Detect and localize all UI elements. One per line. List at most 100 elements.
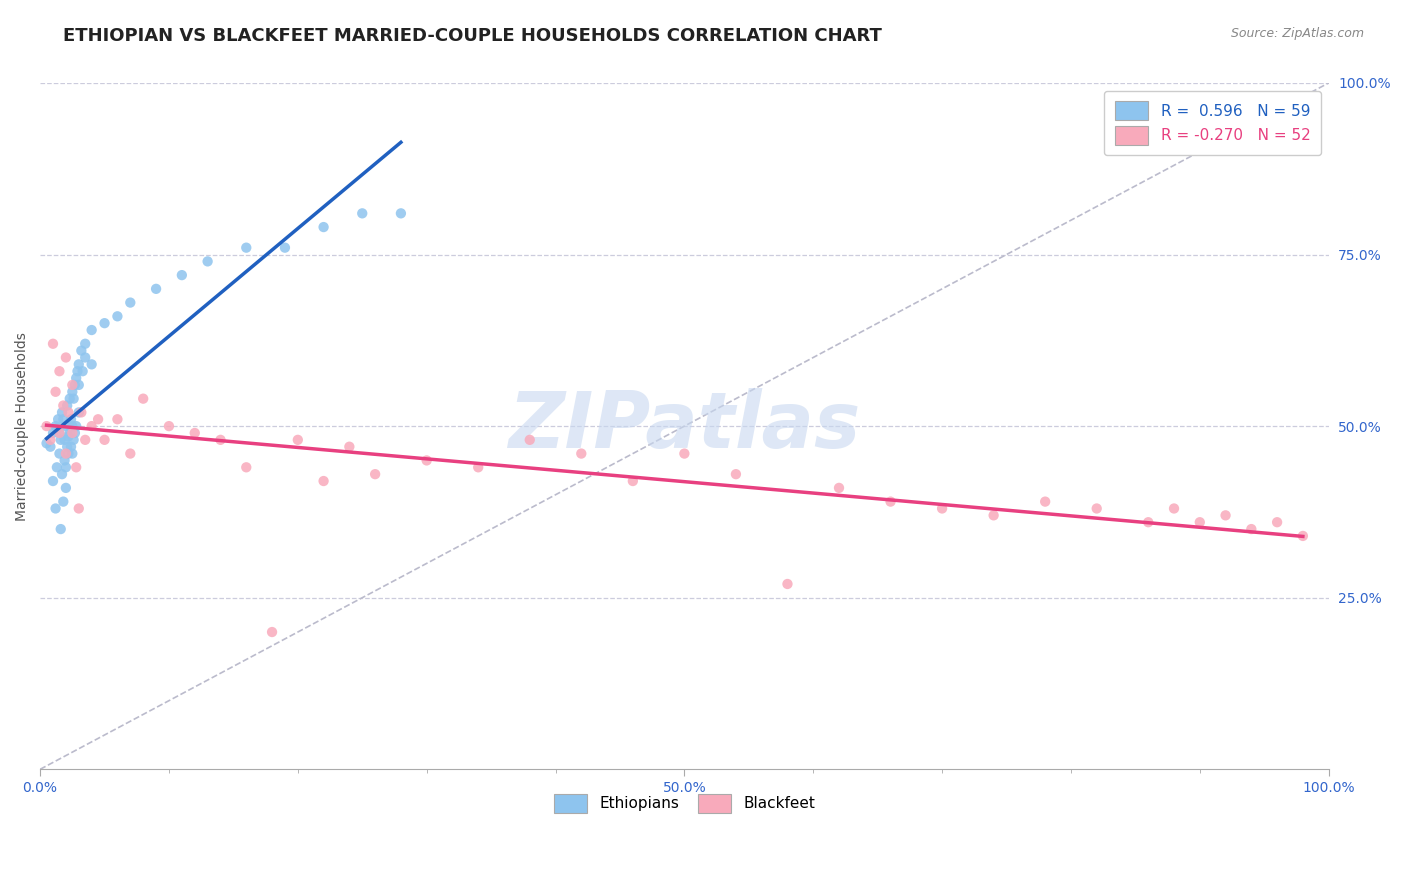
Point — [59, 425, 82, 440]
Point — [45, 419, 67, 434]
Point — [1033, 494, 1056, 508]
Point — [67, 405, 90, 419]
Point — [58, 429, 80, 443]
Point — [67, 357, 90, 371]
Point — [287, 433, 309, 447]
Point — [1137, 515, 1160, 529]
Point — [52, 412, 75, 426]
Point — [45, 460, 67, 475]
Point — [80, 357, 103, 371]
Point — [389, 206, 412, 220]
Point — [63, 425, 86, 440]
Point — [56, 399, 79, 413]
Point — [62, 433, 84, 447]
Point — [93, 316, 115, 330]
Point — [107, 310, 129, 324]
Point — [931, 501, 953, 516]
Point — [1085, 501, 1108, 516]
Point — [55, 446, 77, 460]
Point — [352, 206, 374, 220]
Point — [1163, 501, 1185, 516]
Point — [52, 399, 75, 413]
Point — [274, 241, 297, 255]
Point — [45, 384, 67, 399]
Point — [58, 405, 80, 419]
Point — [260, 625, 283, 640]
Point — [42, 336, 65, 351]
Point — [879, 494, 901, 508]
Point — [55, 460, 77, 475]
Point — [58, 446, 80, 460]
Point — [39, 433, 62, 447]
Point — [983, 508, 1005, 523]
Point — [776, 577, 799, 591]
Point — [63, 378, 86, 392]
Point — [170, 268, 193, 282]
Point — [80, 419, 103, 434]
Point — [80, 323, 103, 337]
Point — [1292, 529, 1315, 543]
Point — [42, 474, 65, 488]
Text: Source: ZipAtlas.com: Source: ZipAtlas.com — [1230, 27, 1364, 40]
Point — [48, 425, 70, 440]
Point — [235, 241, 257, 255]
Point — [55, 481, 77, 495]
Point — [1215, 508, 1237, 523]
Point — [48, 364, 70, 378]
Point — [120, 295, 142, 310]
Point — [67, 501, 90, 516]
Point — [65, 419, 87, 434]
Point — [75, 351, 97, 365]
Point — [621, 474, 644, 488]
Point — [60, 440, 83, 454]
Point — [52, 494, 75, 508]
Point — [53, 433, 76, 447]
Point — [107, 412, 129, 426]
Point — [51, 405, 73, 419]
Point — [39, 440, 62, 454]
Point — [184, 425, 207, 440]
Point — [35, 436, 58, 450]
Point — [60, 425, 83, 440]
Point — [1265, 515, 1288, 529]
Point — [62, 392, 84, 406]
Point — [724, 467, 747, 482]
Point — [55, 351, 77, 365]
Point — [70, 343, 93, 358]
Point — [209, 433, 232, 447]
Point — [1240, 522, 1263, 536]
Point — [569, 446, 592, 460]
Point — [93, 433, 115, 447]
Point — [312, 474, 335, 488]
Point — [157, 419, 180, 434]
Point — [75, 336, 97, 351]
Point — [67, 378, 90, 392]
Point — [673, 446, 696, 460]
Point — [60, 384, 83, 399]
Point — [48, 446, 70, 460]
Point — [55, 419, 77, 434]
Point — [70, 405, 93, 419]
Point — [59, 392, 82, 406]
Point — [45, 501, 67, 516]
Point — [364, 467, 387, 482]
Point — [337, 440, 360, 454]
Point — [72, 364, 94, 378]
Point — [46, 412, 69, 426]
Point — [60, 446, 83, 460]
Point — [312, 220, 335, 235]
Point — [48, 425, 70, 440]
Point — [828, 481, 851, 495]
Point — [132, 392, 155, 406]
Point — [56, 440, 79, 454]
Point — [120, 446, 142, 460]
Legend: Ethiopians, Blackfeet: Ethiopians, Blackfeet — [543, 783, 825, 823]
Point — [60, 419, 83, 434]
Point — [145, 282, 167, 296]
Point — [65, 460, 87, 475]
Point — [467, 460, 489, 475]
Point — [65, 371, 87, 385]
Point — [235, 460, 257, 475]
Point — [519, 433, 541, 447]
Point — [75, 433, 97, 447]
